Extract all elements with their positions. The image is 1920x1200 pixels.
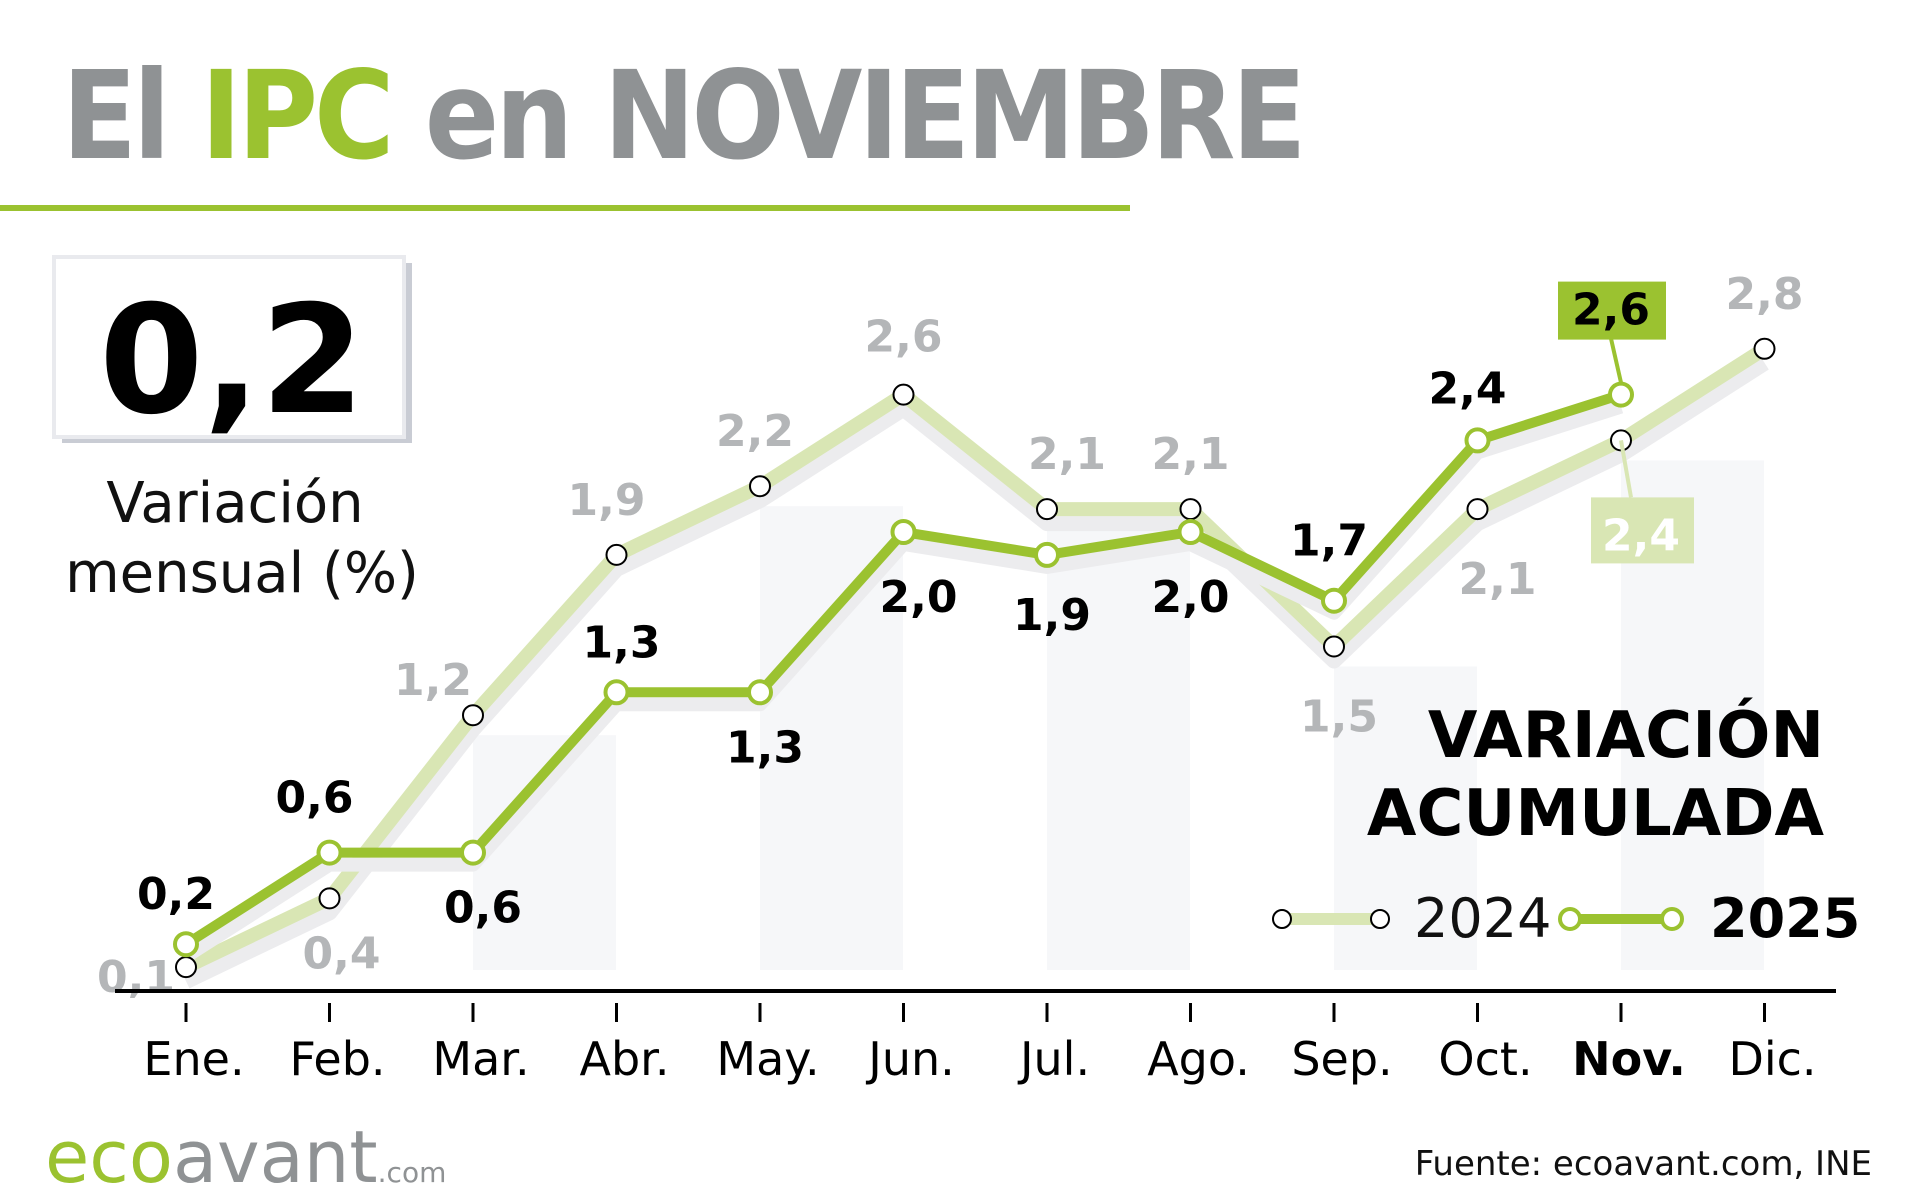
data-label-2024: 2,4 bbox=[1602, 510, 1680, 561]
point-2024 bbox=[892, 383, 915, 406]
chart-title-2: ACUMULADA bbox=[1367, 777, 1825, 851]
title-part3: en NOVIEMBRE bbox=[425, 45, 1303, 187]
data-label-2025: 2,0 bbox=[1152, 572, 1230, 623]
title-part1: El bbox=[62, 45, 167, 187]
point-2024 bbox=[318, 887, 341, 910]
data-label-2025: 2,4 bbox=[1429, 363, 1507, 414]
legend-2025-label: 2025 bbox=[1710, 887, 1860, 950]
data-label-2025: 0,6 bbox=[276, 773, 354, 824]
label-box-2025-nov bbox=[1558, 281, 1666, 340]
point-2025 bbox=[1464, 427, 1491, 454]
data-label-2024: 2,1 bbox=[1152, 429, 1230, 480]
point-2025 bbox=[890, 519, 917, 545]
x-tick-label: Sep. bbox=[1291, 1032, 1392, 1086]
monthly-label-1: Variación bbox=[106, 471, 363, 536]
data-label-2025: 1,7 bbox=[1290, 516, 1368, 567]
data-label-2025: 0,2 bbox=[137, 869, 215, 920]
point-2025 bbox=[603, 679, 630, 706]
point-2024 bbox=[175, 956, 197, 979]
data-label-2024: 1,9 bbox=[568, 475, 646, 526]
x-tick-label: Jun. bbox=[865, 1032, 955, 1086]
label-pointer bbox=[1609, 338, 1623, 384]
legend-2024-marker bbox=[1272, 909, 1292, 929]
point-2024 bbox=[1036, 498, 1058, 521]
data-label-2024: 1,2 bbox=[394, 655, 472, 706]
brand-logo: ecoavant.com bbox=[45, 1115, 446, 1199]
data-label-2024: 2,2 bbox=[716, 406, 794, 457]
legend-2025-marker bbox=[1660, 907, 1684, 931]
monthly-box bbox=[52, 255, 406, 439]
x-tick-label: Dic. bbox=[1728, 1032, 1816, 1086]
point-2024 bbox=[1179, 498, 1202, 521]
point-2024 bbox=[1753, 337, 1776, 360]
point-2025 bbox=[316, 839, 343, 866]
background-column bbox=[760, 506, 903, 970]
point-2024 bbox=[462, 704, 484, 727]
point-2025 bbox=[747, 679, 773, 706]
monthly-label-2: mensual (%) bbox=[65, 541, 419, 606]
series-2024-shadow bbox=[182, 356, 1769, 989]
point-2024 bbox=[1466, 498, 1489, 521]
label-pointer bbox=[1619, 440, 1633, 498]
legend-2025-marker bbox=[1558, 907, 1582, 931]
x-tick-label: Ago. bbox=[1147, 1032, 1250, 1086]
data-label-2025: 2,6 bbox=[1572, 285, 1650, 336]
monthly-value: 0,2 bbox=[99, 274, 365, 448]
data-label-2024: 0,4 bbox=[303, 928, 381, 979]
data-label-2024: 2,1 bbox=[1028, 429, 1106, 480]
legend: 2024 2025 bbox=[1272, 887, 1860, 950]
x-tick-label: Feb. bbox=[289, 1032, 385, 1086]
data-label-2025: 1,3 bbox=[583, 617, 661, 668]
x-tick-label: Ene. bbox=[143, 1032, 244, 1086]
title-part2: IPC bbox=[201, 45, 391, 187]
point-2025 bbox=[173, 931, 199, 958]
data-label-2025: 2,0 bbox=[880, 572, 958, 623]
source-note: Fuente: ecoavant.com, INE bbox=[1415, 1144, 1872, 1184]
x-tick-label: Abr. bbox=[580, 1032, 670, 1086]
x-tick-label: Nov. bbox=[1572, 1032, 1686, 1086]
chart-title-1: VARIACIÓN bbox=[1428, 697, 1824, 773]
series-2024-line bbox=[182, 342, 1769, 974]
brand-eco: eco bbox=[45, 1115, 173, 1199]
brand-avant: avant bbox=[173, 1115, 378, 1199]
data-label-2024: 2,1 bbox=[1459, 554, 1537, 605]
x-tick-label: Mar. bbox=[432, 1032, 529, 1086]
title-underline bbox=[0, 205, 1130, 211]
point-2024 bbox=[749, 475, 771, 498]
x-tick-label: Jul. bbox=[1017, 1032, 1090, 1086]
point-2025 bbox=[1034, 541, 1060, 568]
point-2024 bbox=[605, 543, 628, 566]
x-tick-label: Oct. bbox=[1438, 1032, 1532, 1086]
data-label-2024: 2,6 bbox=[865, 312, 943, 363]
brand-suffix: .com bbox=[378, 1156, 447, 1189]
data-label-2024: 0,1 bbox=[97, 952, 175, 1003]
point-2024 bbox=[1323, 635, 1345, 658]
data-label-2025: 0,6 bbox=[444, 883, 522, 934]
point-2025 bbox=[1177, 519, 1204, 545]
data-label-2025: 1,9 bbox=[1013, 590, 1091, 641]
data-label-2024: 2,8 bbox=[1726, 269, 1804, 320]
page-title: El IPC en NOVIEMBRE bbox=[62, 45, 1303, 187]
data-label-2025: 1,3 bbox=[726, 722, 804, 773]
point-2025 bbox=[1608, 381, 1634, 408]
legend-2024-marker bbox=[1370, 909, 1390, 929]
legend-2024-label: 2024 bbox=[1414, 887, 1551, 950]
label-box-2024-nov bbox=[1591, 497, 1694, 564]
point-2025 bbox=[460, 839, 486, 866]
x-tick-label: May. bbox=[716, 1032, 819, 1086]
data-label-2024: 1,5 bbox=[1300, 692, 1378, 743]
point-2025 bbox=[1321, 587, 1347, 614]
background-column bbox=[1047, 529, 1190, 970]
